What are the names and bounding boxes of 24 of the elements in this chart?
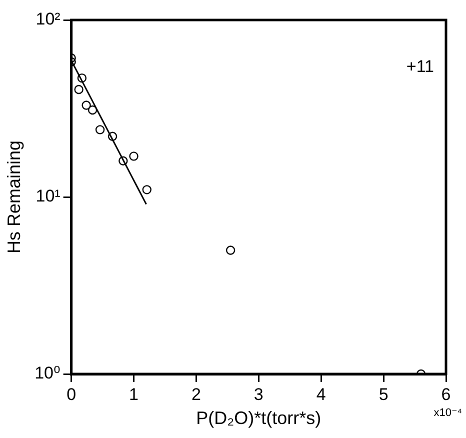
text: x10⁻⁴: [434, 407, 462, 419]
point: [74, 84, 84, 94]
point: [82, 100, 91, 110]
point: [95, 125, 105, 134]
x-tick-label: 6: [441, 384, 451, 404]
y-tick-label: 10²: [36, 10, 61, 29]
y-axis-title: Hs Remaining: [4, 140, 24, 254]
annotation: +11: [406, 57, 434, 76]
x-axis-title: P(D₂O)*t(torr*s): [196, 408, 322, 428]
x-tick-label: 4: [316, 384, 326, 404]
point: [226, 246, 236, 255]
x-tick-label: 1: [129, 384, 139, 404]
y-tick-label: 10⁰: [34, 364, 60, 383]
point: [142, 185, 152, 194]
point: [118, 156, 128, 166]
x-tick-label: 3: [254, 384, 264, 404]
point: [108, 132, 118, 141]
point: [129, 152, 138, 161]
y-tick-label: 10¹: [36, 186, 61, 206]
x-tick-label: 2: [191, 384, 201, 404]
point: [88, 105, 98, 115]
x-tick-label: 5: [378, 384, 388, 404]
point: [77, 73, 87, 83]
x-tick-label: 0: [66, 384, 76, 404]
